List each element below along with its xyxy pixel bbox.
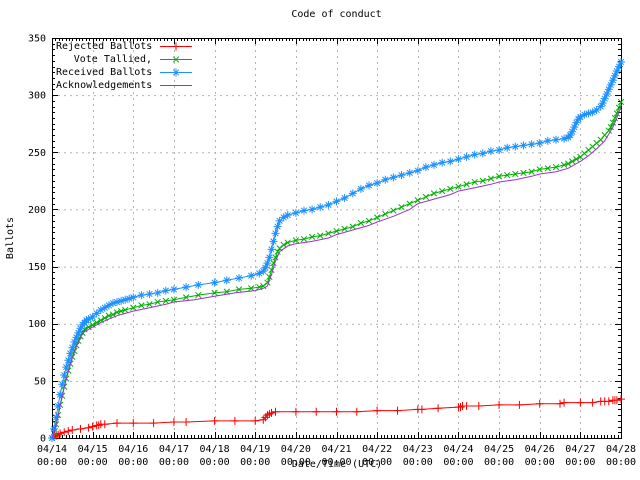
x-tick-label-time: 00:00 xyxy=(200,457,230,468)
x-tick-label-time: 00:00 xyxy=(606,457,636,468)
x-tick-label-time: 00:00 xyxy=(118,457,148,468)
x-axis-label: Date/Time (UTC) xyxy=(291,459,383,470)
y-tick-label: 50 xyxy=(34,376,46,387)
x-tick-label-time: 00:00 xyxy=(159,457,189,468)
y-tick-label: 250 xyxy=(28,148,46,159)
series-line-acknowledgements xyxy=(51,106,622,439)
x-tick-label-date: 04/18 xyxy=(200,444,230,455)
chart-title: Code of conduct xyxy=(291,9,382,20)
x-tick-label-time: 00:00 xyxy=(565,457,595,468)
x-tick-label-date: 04/27 xyxy=(565,444,595,455)
legend-label: Rejected Ballots xyxy=(56,40,153,52)
series-markers-received-ballots xyxy=(48,58,625,442)
x-tick-label-time: 00:00 xyxy=(321,457,351,468)
legend-item-rejected-ballots: Rejected Ballots xyxy=(56,40,193,53)
legend-item-vote-tallied: Vote Tallied, xyxy=(56,53,193,66)
y-tick-label: 150 xyxy=(28,262,46,273)
series-markers-vote-tallied xyxy=(48,98,625,442)
series-line-rejected-ballots xyxy=(51,398,622,439)
x-tick-label-date: 04/19 xyxy=(240,444,270,455)
x-tick-label-time: 00:00 xyxy=(484,457,514,468)
legend-sample-line xyxy=(160,68,192,77)
x-tick-label-time: 00:00 xyxy=(403,457,433,468)
series-markers-rejected-ballots xyxy=(48,395,625,442)
x-tick-label-time: 00:00 xyxy=(240,457,270,468)
x-tick-label-time: 00:00 xyxy=(525,457,555,468)
x-tick-label-time: 00:00 xyxy=(362,457,392,468)
y-axis-label: Ballots xyxy=(5,216,16,260)
legend-sample-line xyxy=(160,42,192,51)
legend-sample-line xyxy=(160,56,192,63)
x-tick-label-date: 04/25 xyxy=(484,444,514,455)
y-tick-label: 200 xyxy=(28,205,46,216)
legend: Rejected Ballots Vote Tallied, Received Ba… xyxy=(56,40,193,92)
x-tick-label-date: 04/17 xyxy=(159,444,189,455)
x-tick-label-time: 00:00 xyxy=(443,457,473,468)
legend-item-received-ballots: Received Ballots xyxy=(56,66,193,79)
legend-item-acknowledgements: Acknowledgements xyxy=(56,79,193,92)
x-tick-label-date: 04/26 xyxy=(525,444,555,455)
legend-label: Vote Tallied, xyxy=(73,53,152,65)
x-tick-label-date: 04/24 xyxy=(443,444,473,455)
plot-border xyxy=(52,38,622,439)
legend-sample-line xyxy=(160,85,192,86)
x-tick-label-time: 00:00 xyxy=(37,457,67,468)
y-tick-label: 300 xyxy=(28,91,46,102)
y-tick-label: 350 xyxy=(28,34,46,45)
x-tick-label-date: 04/14 xyxy=(37,444,67,455)
x-tick-label-date: 04/15 xyxy=(78,444,108,455)
x-tick-label-time: 00:00 xyxy=(281,457,311,468)
x-tick-label-date: 04/20 xyxy=(281,444,311,455)
x-tick-label-date: 04/16 xyxy=(118,444,148,455)
y-tick-label: 0 xyxy=(40,434,46,445)
x-tick-label-time: 00:00 xyxy=(78,457,108,468)
x-tick-label-date: 04/28 xyxy=(606,444,636,455)
x-tick-label-date: 04/22 xyxy=(362,444,392,455)
x-tick-label-date: 04/21 xyxy=(321,444,351,455)
legend-label: Acknowledgements xyxy=(56,79,153,91)
y-tick-label: 100 xyxy=(28,319,46,330)
legend-label: Received Ballots xyxy=(56,66,153,78)
x-tick-label-date: 04/23 xyxy=(403,444,433,455)
